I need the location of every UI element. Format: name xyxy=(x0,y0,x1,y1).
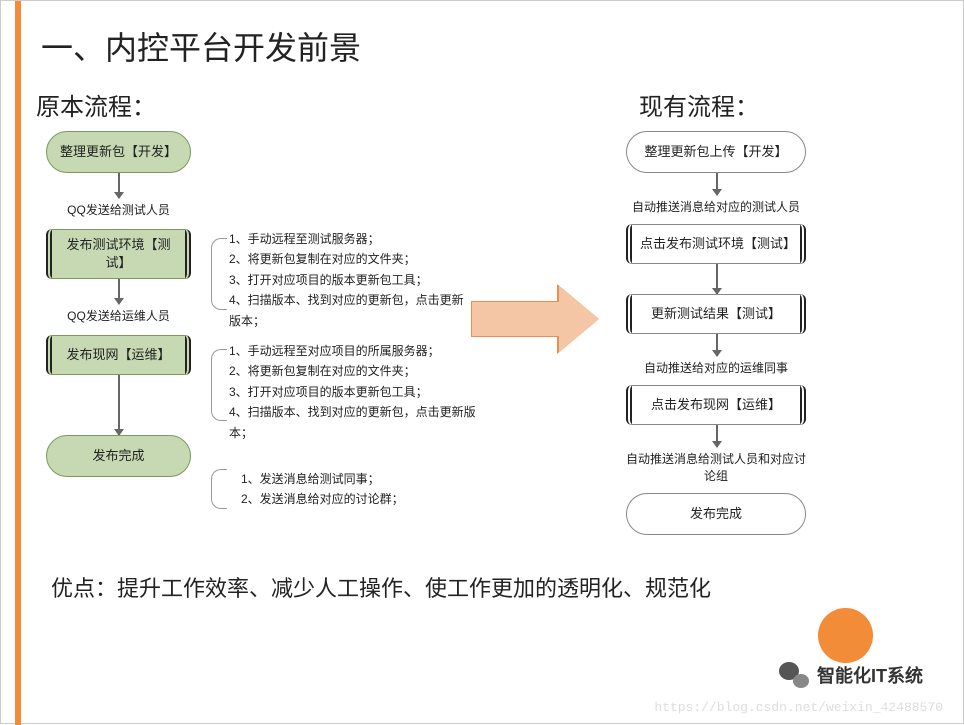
subtitle-current: 现有流程： xyxy=(639,87,759,122)
subtitle-original: 原本流程： xyxy=(36,87,156,122)
transition-arrow-icon xyxy=(471,301,561,337)
annotation-line: 2、将更新包复制在对应的文件夹； xyxy=(229,361,479,381)
page-title: 一、内控平台开发前景 xyxy=(41,23,361,69)
edge-label: 自动推送消息给测试人员和对应讨论组 xyxy=(626,450,806,484)
node-start: 整理更新包【开发】 xyxy=(46,131,191,173)
annotation-test: 1、手动远程至测试服务器； 2、将更新包复制在对应的文件夹； 3、打开对应项目的… xyxy=(229,229,464,331)
annotation-line: 1、手动远程至测试服务器； xyxy=(229,229,464,249)
node-start: 整理更新包上传【开发】 xyxy=(626,131,806,173)
node-test-env: 点击发布测试环境【测试】 xyxy=(626,224,806,264)
edge-label: 自动推送消息给对应的测试人员 xyxy=(626,198,806,215)
connector xyxy=(716,425,718,447)
edge-label: QQ发送给运维人员 xyxy=(46,307,191,324)
annotation-line: 2、将更新包复制在对应的文件夹； xyxy=(229,249,464,269)
annotation-line: 3、打开对应项目的版本更新包工具； xyxy=(229,270,464,290)
node-test: 发布测试环境【测试】 xyxy=(46,229,191,279)
annotation-done: 1、发送消息给测试同事； 2、发送消息给对应的讨论群； xyxy=(241,469,461,510)
connector xyxy=(716,264,718,294)
watermark-url: https://blog.csdn.net/weixin_42488570 xyxy=(654,700,943,715)
node-test-result: 更新测试结果【测试】 xyxy=(626,294,806,334)
annotation-line: 1、手动远程至对应项目的所属服务器； xyxy=(229,341,479,361)
bracket-icon xyxy=(211,238,227,310)
node-ops-publish: 点击发布现网【运维】 xyxy=(626,385,806,425)
wechat-signature: 智能化IT系统 xyxy=(779,662,923,688)
slide-container: 一、内控平台开发前景 原本流程： 现有流程： 整理更新包【开发】 QQ发送给测试… xyxy=(0,0,964,724)
edge-label: QQ发送给测试人员 xyxy=(46,201,191,218)
annotation-line: 4、扫描版本、找到对应的更新包，点击更新版本； xyxy=(229,402,479,443)
annotation-line: 4、扫描版本、找到对应的更新包，点击更新版本； xyxy=(229,290,464,331)
annotation-line: 2、发送消息给对应的讨论群； xyxy=(241,489,461,509)
edge-label: 自动推送给对应的运维同事 xyxy=(626,359,806,376)
annotation-line: 1、发送消息给测试同事； xyxy=(241,469,461,489)
bracket-icon xyxy=(211,469,227,509)
connector xyxy=(118,173,120,198)
connector xyxy=(716,334,718,356)
node-end: 发布完成 xyxy=(46,435,191,477)
advantages-text: 优点：提升工作效率、减少人工操作、使工作更加的透明化、规范化 xyxy=(51,571,711,603)
node-ops: 发布现网【运维】 xyxy=(46,335,191,375)
connector xyxy=(118,375,120,435)
arrow-head xyxy=(559,286,599,352)
flowchart-current: 整理更新包上传【开发】 自动推送消息给对应的测试人员 点击发布测试环境【测试】 … xyxy=(626,131,806,535)
node-end: 发布完成 xyxy=(626,493,806,535)
bracket-icon xyxy=(211,349,227,421)
wechat-icon xyxy=(779,662,809,688)
annotation-ops: 1、手动远程至对应项目的所属服务器； 2、将更新包复制在对应的文件夹； 3、打开… xyxy=(229,341,479,443)
arrow-stem xyxy=(471,301,561,337)
wechat-text: 智能化IT系统 xyxy=(817,662,923,688)
flowchart-original: 整理更新包【开发】 QQ发送给测试人员 发布测试环境【测试】 QQ发送给运维人员… xyxy=(46,131,191,477)
connector xyxy=(118,279,120,304)
accent-circle xyxy=(818,608,873,663)
accent-bar xyxy=(15,1,21,725)
connector xyxy=(716,173,718,195)
annotation-line: 3、打开对应项目的版本更新包工具； xyxy=(229,382,479,402)
